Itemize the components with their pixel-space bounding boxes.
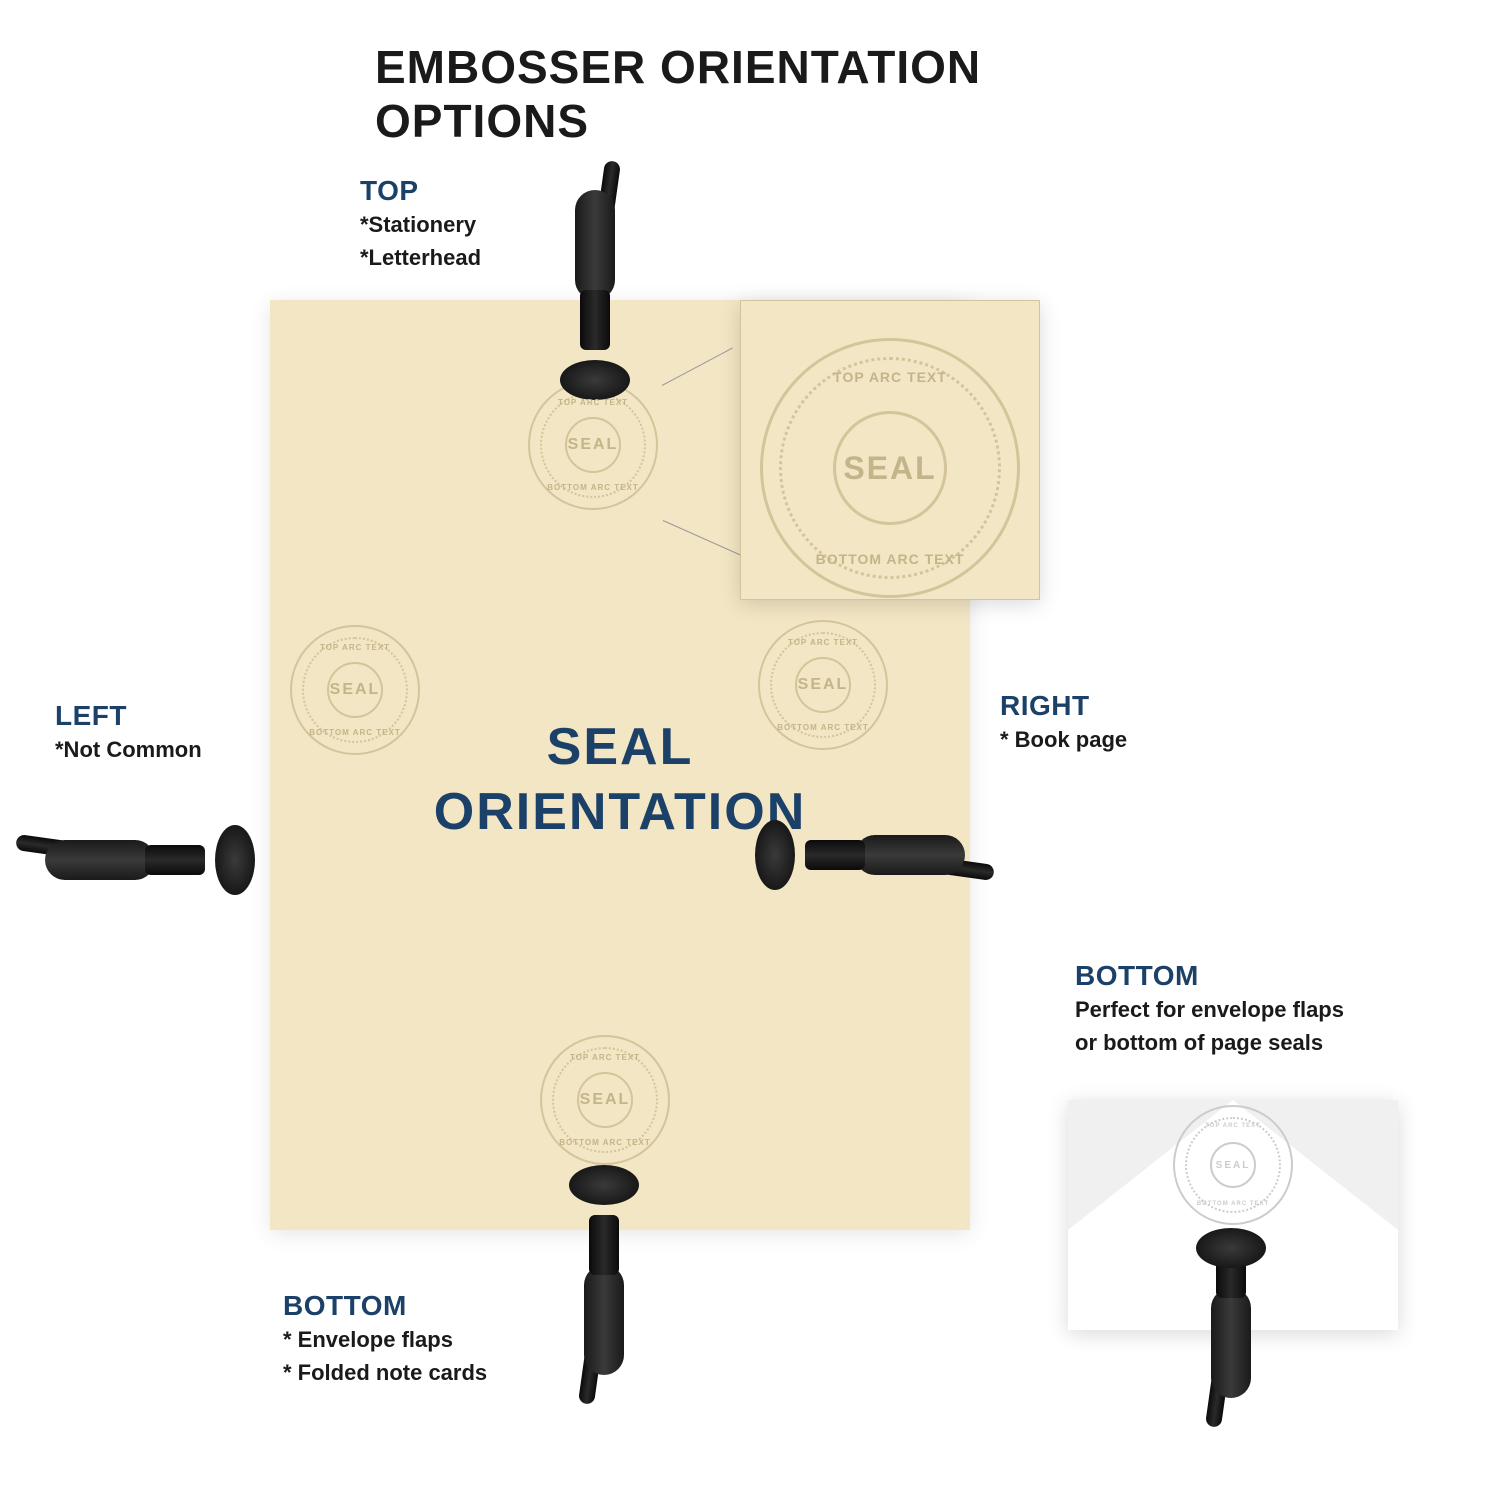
label-heading: BOTTOM xyxy=(283,1290,487,1322)
seal-arc-bottom-text: BOTTOM ARC TEXT xyxy=(777,723,868,732)
embosser-icon xyxy=(569,1165,639,1405)
label-note: *Letterhead xyxy=(360,244,481,273)
seal-arc-top-text: TOP ARC TEXT xyxy=(833,369,947,385)
embosser-icon xyxy=(15,825,255,895)
embosser-icon xyxy=(755,820,995,890)
seal-arc-top-text: TOP ARC TEXT xyxy=(558,398,628,407)
seal-center-text: SEAL xyxy=(843,450,936,487)
seal-imprint-left: TOP ARC TEXT SEAL BOTTOM ARC TEXT xyxy=(290,625,420,755)
seal-imprint-right: TOP ARC TEXT SEAL BOTTOM ARC TEXT xyxy=(758,620,888,750)
seal-arc-bottom-text: BOTTOM ARC TEXT xyxy=(309,728,400,737)
label-top: TOP *Stationery *Letterhead xyxy=(360,175,481,272)
seal-center-text: SEAL xyxy=(580,1091,631,1109)
label-note: *Not Common xyxy=(55,736,202,765)
label-heading: RIGHT xyxy=(1000,690,1127,722)
embosser-icon xyxy=(1204,1228,1259,1428)
seal-imprint-bottom: TOP ARC TEXT SEAL BOTTOM ARC TEXT xyxy=(540,1035,670,1165)
seal-arc-top-text: TOP ARC TEXT xyxy=(320,643,390,652)
main-title: EMBOSSER ORIENTATION OPTIONS xyxy=(375,40,1125,148)
seal-arc-top-text: TOP ARC TEXT xyxy=(570,1053,640,1062)
center-line-2: ORIENTATION xyxy=(434,783,807,841)
seal-center-text: SEAL xyxy=(1216,1160,1251,1171)
label-note: * Book page xyxy=(1000,726,1127,755)
label-heading: LEFT xyxy=(55,700,202,732)
seal-center-text: SEAL xyxy=(798,676,849,694)
seal-imprint-inset: TOP ARC TEXT SEAL BOTTOM ARC TEXT xyxy=(760,338,1020,598)
seal-arc-bottom-text: BOTTOM ARC TEXT xyxy=(559,1138,650,1147)
label-right: RIGHT * Book page xyxy=(1000,690,1127,755)
label-note: * Folded note cards xyxy=(283,1359,487,1388)
label-note: *Stationery xyxy=(360,211,481,240)
seal-arc-top-text: TOP ARC TEXT xyxy=(788,638,858,647)
label-bottom-envelope: BOTTOM Perfect for envelope flaps or bot… xyxy=(1075,960,1344,1057)
embosser-icon xyxy=(560,160,630,400)
seal-imprint-envelope: TOP ARC TEXT SEAL BOTTOM ARC TEXT xyxy=(1173,1105,1293,1225)
seal-arc-bottom-text: BOTTOM ARC TEXT xyxy=(1197,1201,1269,1207)
label-heading: TOP xyxy=(360,175,481,207)
seal-arc-bottom-text: BOTTOM ARC TEXT xyxy=(547,483,638,492)
seal-arc-bottom-text: BOTTOM ARC TEXT xyxy=(816,551,965,567)
label-note: Perfect for envelope flaps xyxy=(1075,996,1344,1025)
seal-center-text: SEAL xyxy=(568,436,619,454)
seal-imprint-top: TOP ARC TEXT SEAL BOTTOM ARC TEXT xyxy=(528,380,658,510)
seal-center-text: SEAL xyxy=(330,681,381,699)
seal-arc-top-text: TOP ARC TEXT xyxy=(1205,1123,1261,1129)
label-note: or bottom of page seals xyxy=(1075,1029,1344,1058)
label-heading: BOTTOM xyxy=(1075,960,1344,992)
label-note: * Envelope flaps xyxy=(283,1326,487,1355)
label-left: LEFT *Not Common xyxy=(55,700,202,765)
center-line-1: SEAL xyxy=(547,718,694,776)
label-bottom: BOTTOM * Envelope flaps * Folded note ca… xyxy=(283,1290,487,1387)
